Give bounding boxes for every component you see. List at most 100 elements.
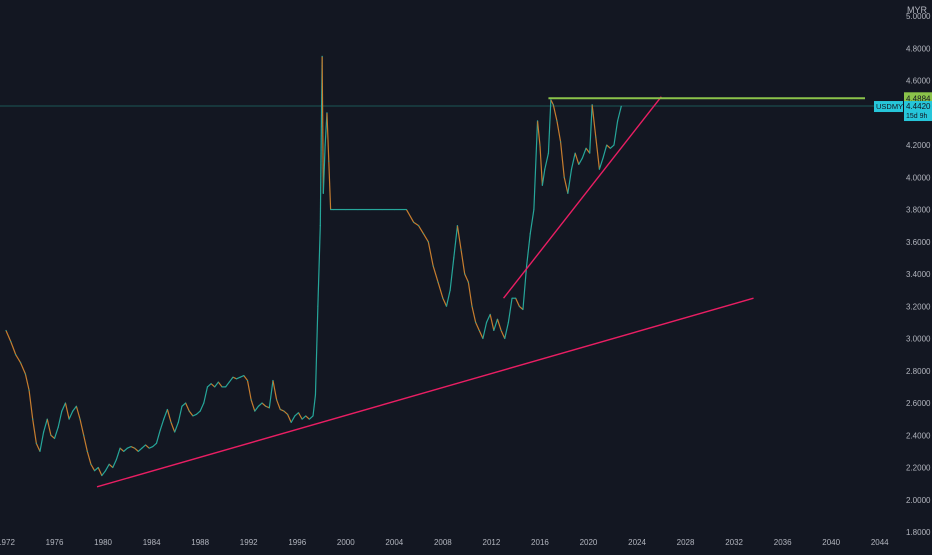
series-segment <box>539 145 543 186</box>
series-segment <box>422 233 429 243</box>
series-segment <box>570 152 576 170</box>
series-point <box>620 105 622 107</box>
symbol-label: USDMYR <box>876 102 909 111</box>
series-segment <box>261 402 267 407</box>
series-segment <box>445 290 451 307</box>
series-segment <box>210 383 216 388</box>
series-segment <box>225 381 230 388</box>
series-point <box>19 362 22 364</box>
series-point <box>163 418 165 420</box>
series-point <box>144 444 147 446</box>
series-point <box>195 413 198 415</box>
series-segment <box>28 390 34 420</box>
series-point <box>239 376 241 378</box>
series-point <box>141 447 143 449</box>
series-segment <box>405 209 415 223</box>
x-tick-label: 2024 <box>628 538 646 547</box>
series-segment <box>134 447 139 452</box>
series-segment <box>57 410 63 428</box>
series-point <box>166 408 168 411</box>
series-point <box>324 144 326 146</box>
series-segment <box>145 444 150 449</box>
series-point <box>61 410 63 412</box>
series-segment <box>43 418 48 433</box>
series-segment <box>467 282 473 307</box>
series-point <box>500 329 502 332</box>
trendline-layer[interactable] <box>96 96 865 488</box>
series-point <box>326 112 328 114</box>
series-point <box>556 120 558 122</box>
series-point <box>393 208 395 211</box>
series-segment <box>20 362 26 375</box>
series-point <box>595 136 597 138</box>
series-segment <box>567 169 573 194</box>
support-trendline <box>96 297 754 488</box>
last-price-tag <box>904 101 932 122</box>
series-segment <box>119 447 125 452</box>
y-tick-label: 4.6000 <box>906 77 931 86</box>
series-point <box>268 407 270 409</box>
series-point <box>108 463 110 465</box>
series-point <box>471 305 473 307</box>
series-segment <box>104 463 110 472</box>
x-axis: 1972 1976 1980 1984 1988 1992 1996 2000 2004 2008… <box>0 538 889 547</box>
series-point <box>250 399 252 401</box>
series-point <box>559 141 562 143</box>
series-segment <box>72 405 77 412</box>
series-point <box>214 386 216 388</box>
series-segment <box>181 402 186 407</box>
series-segment <box>294 412 299 417</box>
series-segment <box>228 376 234 383</box>
series-segment <box>254 405 259 412</box>
series-point <box>308 418 310 420</box>
series-point <box>563 176 565 178</box>
series-segment <box>529 209 535 234</box>
x-tick-label: 2040 <box>822 538 840 547</box>
series-point <box>606 144 608 146</box>
series-segment <box>518 305 524 310</box>
series-point <box>39 450 41 452</box>
series-segment <box>83 435 88 452</box>
series-point <box>15 354 17 356</box>
series-point <box>453 257 455 259</box>
series-segment <box>236 376 241 380</box>
series-segment <box>507 298 513 323</box>
series-point <box>312 415 314 417</box>
series-point <box>369 208 371 211</box>
series-segment <box>515 297 520 307</box>
series-point <box>10 341 12 343</box>
series-point <box>294 415 296 417</box>
series-point <box>28 389 30 391</box>
series-segment <box>286 414 292 423</box>
x-tick-label: 2020 <box>580 538 598 547</box>
series-point <box>467 281 469 283</box>
series-segment <box>552 104 558 121</box>
series-point <box>536 120 539 122</box>
x-tick-label: 2044 <box>871 538 889 547</box>
y-tick-label: 3.6000 <box>906 238 931 247</box>
series-segment <box>478 330 484 339</box>
y-tick-label: 2.6000 <box>906 399 931 408</box>
y-tick-label: 2.8000 <box>906 367 931 376</box>
series-point <box>130 445 132 448</box>
series-point <box>485 321 488 323</box>
series-point <box>417 225 420 227</box>
series-segment <box>556 120 562 142</box>
resistance-price-label: 4.4884 <box>906 94 931 103</box>
series-point <box>525 265 528 267</box>
series-segment <box>312 394 317 416</box>
series-point <box>283 410 285 412</box>
series-segment <box>163 409 168 420</box>
series-segment <box>46 419 52 436</box>
series-segment <box>283 410 288 415</box>
series-point <box>112 466 114 469</box>
series-segment <box>265 405 270 409</box>
series-segment <box>159 418 165 431</box>
series-point <box>489 313 491 315</box>
series-segment <box>137 447 143 452</box>
series-segment <box>246 380 252 400</box>
series-segment <box>207 383 212 388</box>
